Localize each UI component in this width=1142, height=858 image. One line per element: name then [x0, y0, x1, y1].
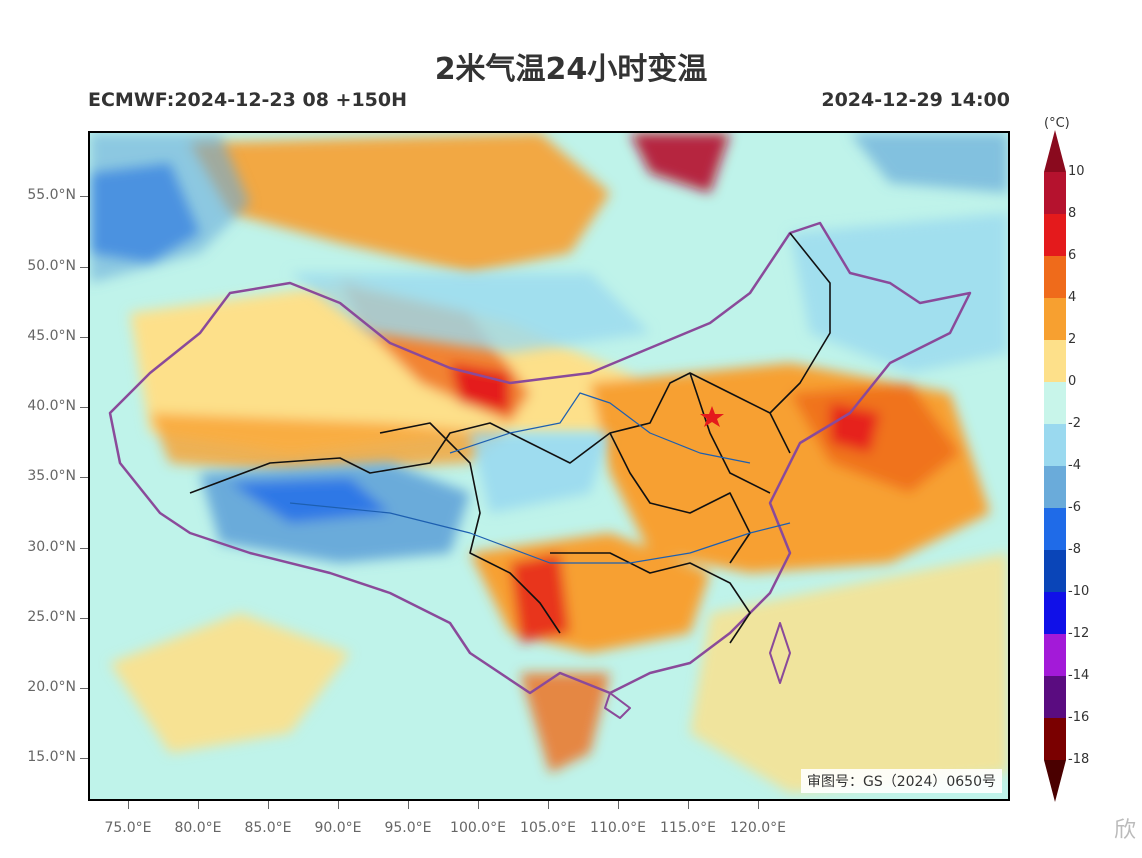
colorbar-segment [1044, 718, 1066, 760]
map-title: 2米气温24小时变温 [434, 52, 708, 87]
lat-label-25: 25.0°N [27, 609, 76, 625]
colorbar-segment [1044, 340, 1066, 382]
lon-tick [758, 801, 759, 809]
lon-label-90: 90.0°E [314, 820, 362, 836]
temperature-change-map[interactable]: 审图号：GS（2024）0650号 [88, 131, 1010, 801]
lat-tick [80, 407, 88, 408]
colorbar-segment [1044, 382, 1066, 424]
lon-label-100: 100.0°E [450, 820, 506, 836]
lon-tick [198, 801, 199, 809]
colorbar [1044, 130, 1066, 802]
colorbar-top-arrow [1044, 130, 1066, 172]
lat-tick [80, 688, 88, 689]
colorbar-segment [1044, 592, 1066, 634]
lat-label-30: 30.0°N [27, 539, 76, 555]
lat-label-15: 15.0°N [27, 749, 76, 765]
colorbar-segment [1044, 508, 1066, 550]
colorbar-tick-label: 0 [1068, 374, 1077, 389]
cooling-regions [90, 133, 1008, 563]
lon-tick [338, 801, 339, 809]
lon-tick [408, 801, 409, 809]
colorbar-segment [1044, 634, 1066, 676]
colorbar-segment [1044, 172, 1066, 214]
lon-tick [128, 801, 129, 809]
lon-tick [618, 801, 619, 809]
lat-label-45: 45.0°N [27, 328, 76, 344]
lon-label-75: 75.0°E [104, 820, 152, 836]
colorbar-segment [1044, 298, 1066, 340]
approval-number: 审图号：GS（2024）0650号 [801, 769, 1002, 793]
beijing-star-icon [700, 406, 724, 427]
lat-label-50: 50.0°N [27, 258, 76, 274]
colorbar-tick-label: 10 [1068, 164, 1085, 179]
model-run-label: ECMWF:2024-12-23 08 +150H [88, 89, 408, 111]
colorbar-tick-label: -8 [1068, 542, 1081, 557]
lon-tick [548, 801, 549, 809]
lat-tick [80, 758, 88, 759]
colorbar-tick-label: -14 [1068, 668, 1090, 683]
lat-tick [80, 548, 88, 549]
boundaries [108, 221, 972, 719]
lat-tick [80, 196, 88, 197]
colorbar-tick-label: 8 [1068, 206, 1077, 221]
lon-label-85: 85.0°E [244, 820, 292, 836]
lat-tick [80, 477, 88, 478]
colorbar-tick-label: -6 [1068, 500, 1081, 515]
colorbar-tick-label: -4 [1068, 458, 1081, 473]
colorbar-tick-label: -16 [1068, 710, 1090, 725]
lat-label-35: 35.0°N [27, 468, 76, 484]
colorbar-tick-label: 2 [1068, 332, 1077, 347]
watermark-text: 欣 [1113, 818, 1136, 843]
lon-tick [268, 801, 269, 809]
warming-regions [110, 133, 1008, 793]
lon-label-115: 115.0°E [660, 820, 716, 836]
valid-time-label: 2024-12-29 14:00 [821, 89, 1010, 111]
lat-label-55: 55.0°N [27, 187, 76, 203]
colorbar-tick-label: 4 [1068, 290, 1077, 305]
lon-label-95: 95.0°E [384, 820, 432, 836]
lat-label-20: 20.0°N [27, 679, 76, 695]
colorbar-segment [1044, 466, 1066, 508]
map-canvas [90, 133, 1008, 799]
colorbar-tick-label: -10 [1068, 584, 1090, 599]
lat-tick [80, 267, 88, 268]
lat-tick [80, 337, 88, 338]
colorbar-segment [1044, 550, 1066, 592]
lon-tick [478, 801, 479, 809]
lat-label-40: 40.0°N [27, 398, 76, 414]
colorbar-tick-label: 6 [1068, 248, 1077, 263]
colorbar-tick-label: -2 [1068, 416, 1081, 431]
lon-label-110: 110.0°E [590, 820, 646, 836]
watermark: 欣 [800, 812, 1140, 852]
lat-tick [80, 618, 88, 619]
lon-label-105: 105.0°E [520, 820, 576, 836]
lon-label-120: 120.0°E [730, 820, 786, 836]
colorbar-segment [1044, 256, 1066, 298]
lon-tick [688, 801, 689, 809]
colorbar-tick-label: -18 [1068, 752, 1090, 767]
colorbar-tick-label: -12 [1068, 626, 1090, 641]
colorbar-segment [1044, 676, 1066, 718]
colorbar-segment [1044, 424, 1066, 466]
colorbar-segment [1044, 214, 1066, 256]
lon-label-80: 80.0°E [174, 820, 222, 836]
colorbar-bottom-arrow [1044, 760, 1066, 802]
colorbar-unit: (°C) [1044, 116, 1070, 131]
